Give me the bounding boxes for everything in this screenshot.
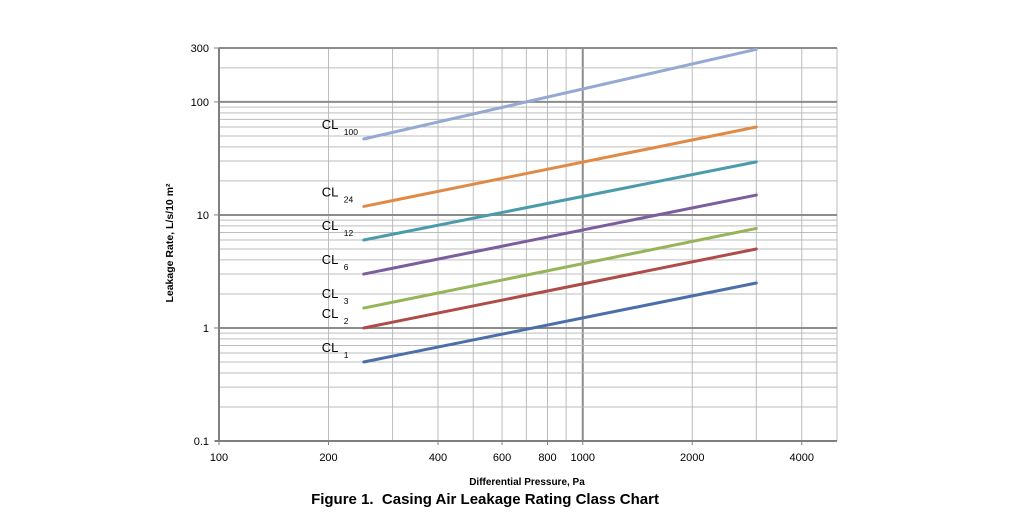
x-tick-label: 200 [319, 452, 337, 464]
series-label-cl-2: CL [322, 306, 339, 321]
x-tick-label: 2000 [680, 452, 704, 464]
y-tick-label: 300 [191, 43, 209, 55]
y-axis-label: Leakage Rate, L/s/10 m² [164, 183, 176, 303]
series-label-subscript: 24 [344, 194, 354, 204]
x-tick-label: 400 [429, 452, 447, 464]
series-labels: CL 100 CL 24 CL 12 CL 6 CL 3 CL 2 CL 1 [322, 117, 358, 360]
x-tick-label: 1000 [571, 452, 595, 464]
series-label-cl-12: CL [322, 218, 339, 233]
series-label-cl-1: CL [322, 340, 339, 355]
series-label-subscript: 2 [344, 316, 349, 326]
series-label-subscript: 6 [344, 262, 349, 272]
x-tick-labels: 100 200 400 600 800 1000 2000 4000 [210, 452, 814, 464]
y-tick-labels: 0.1 1 10 100 300 [191, 43, 209, 448]
figure-caption: Figure 1. Casing Air Leakage Rating Clas… [311, 491, 659, 508]
series-line-cl-3 [362, 226, 758, 310]
series-lines [362, 47, 758, 364]
x-tick-label: 600 [493, 452, 511, 464]
series-label-cl-100: CL [322, 117, 339, 132]
series-line-cl-100 [362, 47, 758, 141]
y-tick-label: 0.1 [194, 436, 209, 448]
chart-grid [219, 47, 838, 441]
chart-axes [214, 47, 837, 445]
series-label-cl-6: CL [322, 252, 339, 267]
series-label-cl-3: CL [322, 286, 339, 301]
series-line-cl-2 [362, 247, 758, 330]
y-tick-label: 10 [197, 210, 209, 222]
x-tick-label: 800 [538, 452, 556, 464]
series-line-cl-6 [362, 193, 758, 276]
y-tick-label: 1 [203, 323, 209, 335]
series-label-subscript: 1 [344, 350, 349, 360]
y-tick-label: 100 [191, 97, 209, 109]
series-line-cl-12 [362, 160, 758, 242]
x-tick-label: 100 [210, 452, 228, 464]
series-label-subscript: 12 [344, 228, 354, 238]
x-axis-label: Differential Pressure, Pa [469, 477, 585, 488]
series-label-cl-24: CL [322, 184, 339, 199]
x-tick-label: 4000 [790, 452, 814, 464]
series-label-subscript: 3 [344, 296, 349, 306]
series-line-cl-24 [362, 125, 758, 208]
series-label-subscript: 100 [344, 127, 358, 137]
series-line-cl-1 [362, 281, 758, 364]
